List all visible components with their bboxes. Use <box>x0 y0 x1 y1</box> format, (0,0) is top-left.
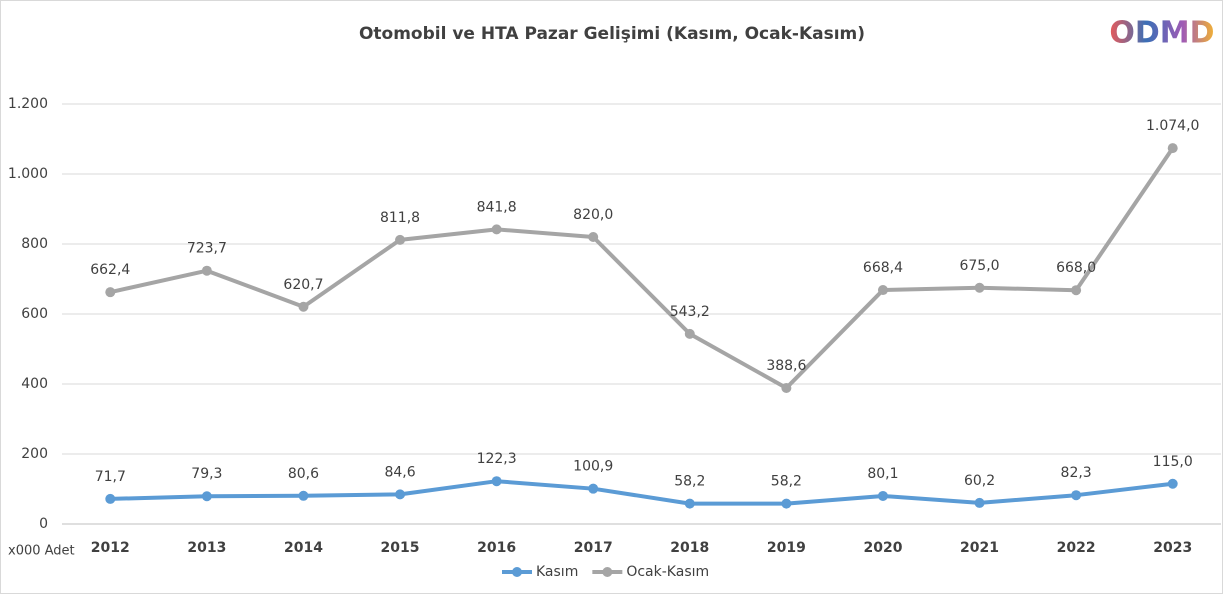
y-tick-label: 0 <box>39 516 48 532</box>
data-label: 662,4 <box>90 262 130 278</box>
series-line <box>109 146 1175 390</box>
data-point <box>298 301 309 312</box>
data-point <box>105 287 116 298</box>
data-label: 543,2 <box>670 304 710 320</box>
data-label: 80,6 <box>288 466 319 482</box>
data-label: 122,3 <box>477 451 517 467</box>
data-label: 58,2 <box>771 474 802 490</box>
data-label: 79,3 <box>191 466 222 482</box>
legend-marker <box>602 567 613 577</box>
x-tick-label: 2022 <box>1057 540 1096 556</box>
data-point <box>974 497 985 508</box>
data-point <box>781 382 792 393</box>
data-point <box>877 490 888 501</box>
data-label: 620,7 <box>283 277 323 293</box>
data-point <box>684 498 695 509</box>
data-point <box>1071 285 1082 296</box>
data-point <box>491 476 502 487</box>
x-tick-label: 2012 <box>91 540 130 556</box>
data-label: 1.074,0 <box>1146 118 1199 134</box>
data-label: 60,2 <box>964 473 995 489</box>
data-point <box>491 224 502 235</box>
data-point <box>781 498 792 509</box>
data-label: 668,4 <box>863 260 903 276</box>
data-point <box>395 489 406 500</box>
legend-marker <box>512 567 522 577</box>
x-tick-label: 2015 <box>381 540 420 556</box>
y-tick-label: 400 <box>21 376 48 392</box>
data-point <box>201 265 212 276</box>
data-point <box>298 490 309 501</box>
data-label: 58,2 <box>674 474 705 490</box>
y-tick-label: 600 <box>21 306 48 322</box>
x-tick-label: 2013 <box>187 540 226 556</box>
y-tick-label: 1.000 <box>8 166 48 182</box>
data-label: 820,0 <box>573 207 613 223</box>
chart-title: Otomobil ve HTA Pazar Gelişimi (Kasım, O… <box>359 24 865 44</box>
data-point <box>588 232 599 242</box>
data-label: 115,0 <box>1153 454 1193 470</box>
data-label: 675,0 <box>959 258 999 274</box>
data-point <box>395 234 406 245</box>
unit-note: x000 Adet <box>8 544 75 559</box>
data-point <box>1071 490 1082 501</box>
y-tick-label: 800 <box>21 236 48 252</box>
data-label: 388,6 <box>766 358 806 374</box>
x-tick-label: 2020 <box>863 540 902 556</box>
x-tick-label: 2019 <box>767 540 806 556</box>
data-point <box>684 328 695 339</box>
data-label: 80,1 <box>867 466 898 482</box>
x-tick-label: 2018 <box>670 540 709 556</box>
x-tick-label: 2016 <box>477 540 516 556</box>
data-point <box>201 491 212 502</box>
data-point <box>1167 478 1178 489</box>
data-point <box>588 483 599 494</box>
x-tick-label: 2017 <box>574 540 613 556</box>
legend-label: Ocak-Kasım <box>626 564 709 580</box>
series-line <box>110 479 1173 506</box>
data-point <box>1167 143 1178 154</box>
data-label: 82,3 <box>1061 465 1092 481</box>
data-point <box>105 493 116 504</box>
data-point <box>974 282 985 293</box>
y-tick-label: 200 <box>21 446 48 462</box>
x-tick-label: 2014 <box>284 540 323 556</box>
x-tick-label: 2021 <box>960 540 999 556</box>
legend-label: Kasım <box>536 564 578 580</box>
data-label: 84,6 <box>384 464 415 480</box>
data-label: 841,8 <box>477 199 517 215</box>
logo: ODMD <box>1109 16 1214 51</box>
y-tick-label: 1.200 <box>8 96 48 112</box>
data-label: 100,9 <box>573 459 613 475</box>
data-label: 811,8 <box>380 210 420 226</box>
data-point <box>877 285 888 296</box>
data-label: 71,7 <box>95 469 126 485</box>
data-label: 723,7 <box>187 241 227 257</box>
x-tick-label: 2023 <box>1153 540 1192 556</box>
data-label: 668,0 <box>1056 260 1096 276</box>
